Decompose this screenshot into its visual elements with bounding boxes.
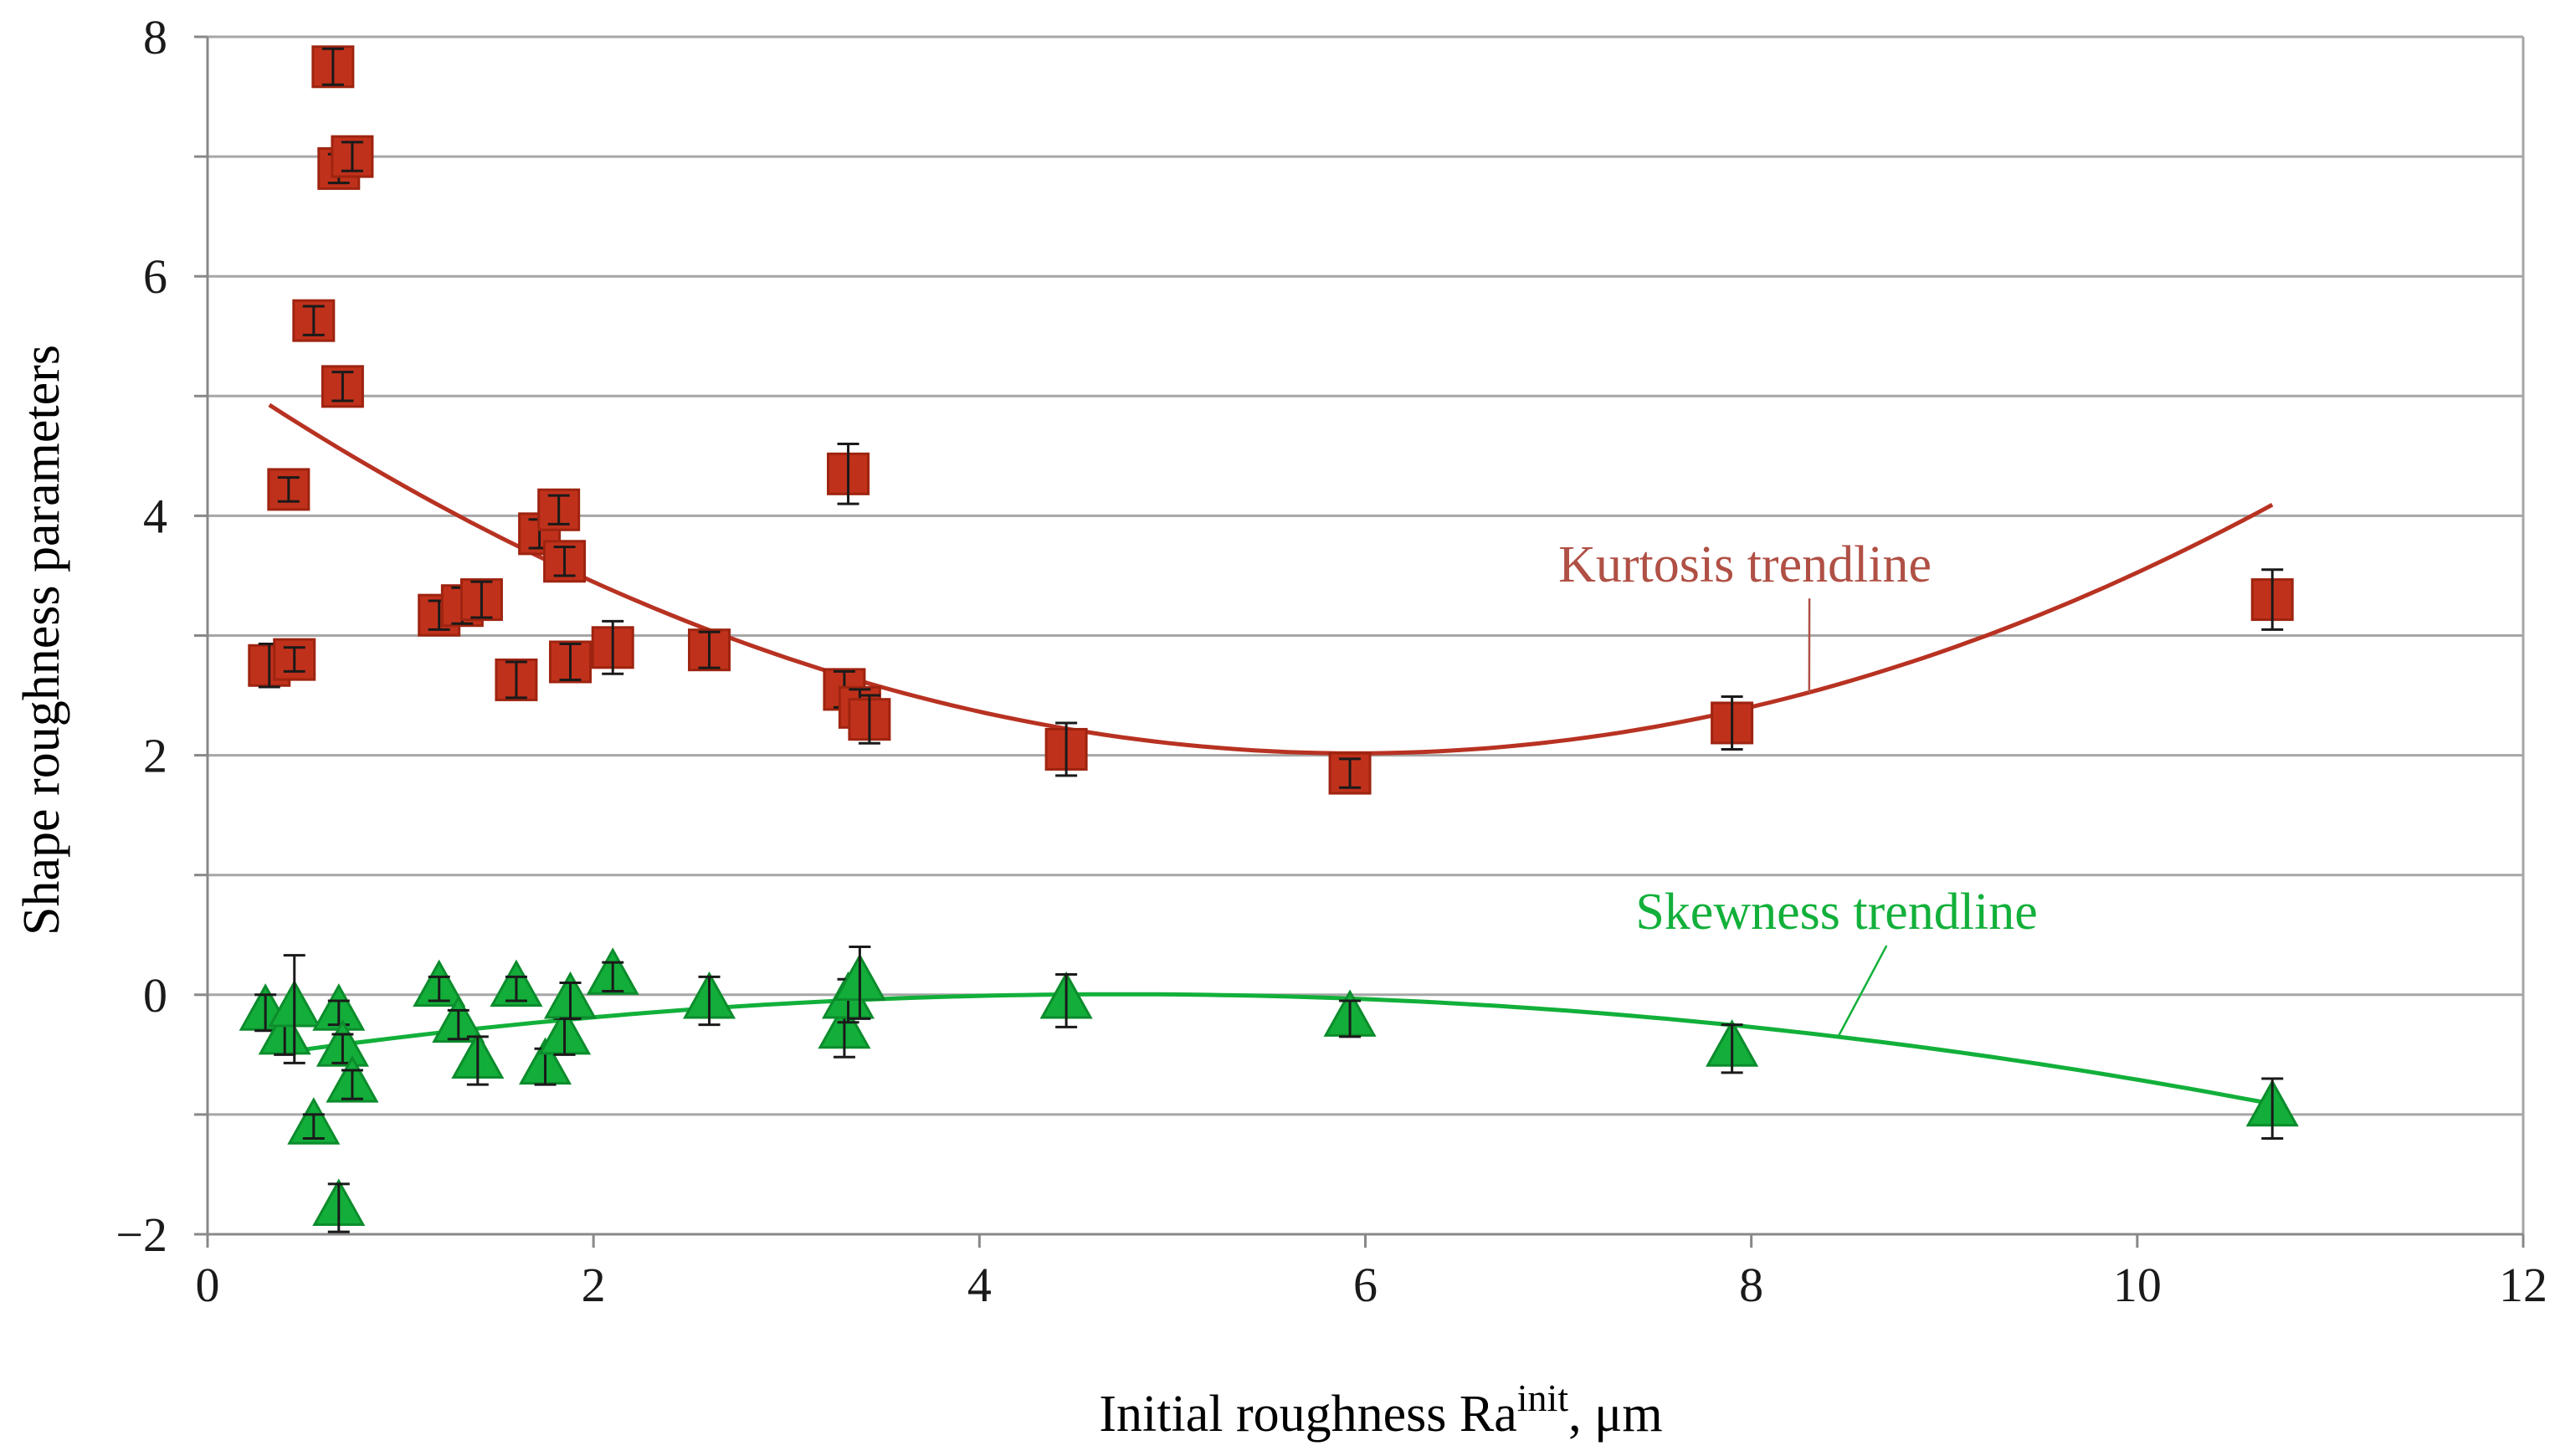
y-tick-label: 6 xyxy=(143,249,167,304)
y-axis-title: Shape roughness parameters xyxy=(13,345,70,936)
labels-layer: Shape roughness parameters Initial rough… xyxy=(13,10,2547,1443)
x-tick-label: 12 xyxy=(2499,1258,2547,1312)
x-axis-title: Initial roughness Rainit, μm xyxy=(1099,1377,1662,1443)
skewness-trendline xyxy=(304,994,2272,1104)
y-tick-label: −2 xyxy=(115,1207,167,1262)
kurtosis-trendline-label: Kurtosis trendline xyxy=(1558,536,1932,593)
x-tick-label: 10 xyxy=(2113,1258,2162,1312)
y-tick-label: 4 xyxy=(143,489,167,543)
x-axis-title-superscript: init xyxy=(1517,1377,1569,1419)
x-axis-title-unit: , μm xyxy=(1568,1386,1662,1443)
marks-layer xyxy=(241,47,2296,1232)
x-tick-label: 8 xyxy=(1739,1258,1763,1312)
x-tick-label: 2 xyxy=(582,1258,606,1312)
skewness-label-pointer xyxy=(1838,946,1886,1037)
x-axis-title-main: Initial roughness Ra xyxy=(1099,1386,1516,1443)
x-tick-label: 0 xyxy=(196,1258,220,1312)
y-tick-label: 2 xyxy=(143,729,167,783)
y-tick-label: 0 xyxy=(143,968,167,1023)
x-tick-label: 4 xyxy=(967,1258,992,1312)
x-tick-label: 6 xyxy=(1353,1258,1378,1312)
skewness-trendline-label: Skewness trendline xyxy=(1635,884,2037,941)
y-tick-label: 8 xyxy=(143,10,167,64)
